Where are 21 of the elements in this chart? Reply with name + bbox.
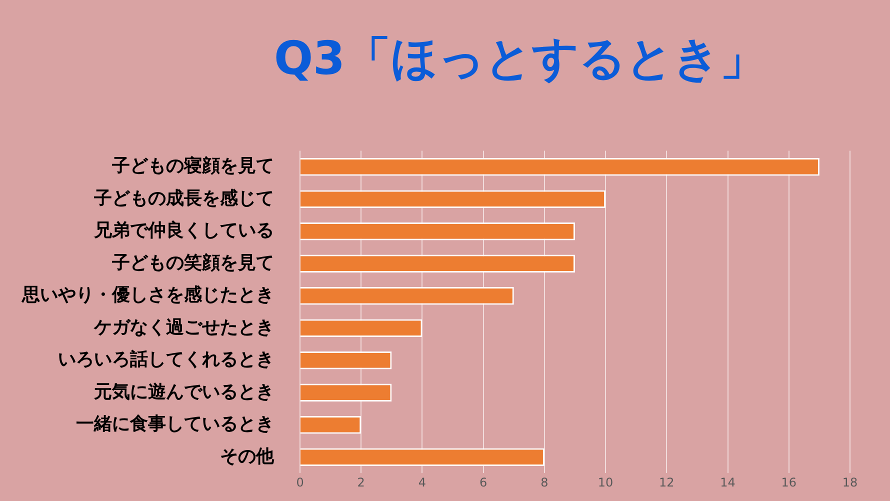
y-tick-label: いろいろ話してくれるとき xyxy=(58,349,274,370)
y-tick-label: 一緒に食事しているとき xyxy=(76,414,274,435)
y-tick-label: 子どもの成長を感じて xyxy=(93,188,274,209)
x-tick-label: 16 xyxy=(781,476,797,490)
y-tick-label: その他 xyxy=(220,446,275,467)
x-tick-label: 8 xyxy=(540,476,548,490)
y-tick-label: 思いやり・優しさを感じたとき xyxy=(21,284,274,306)
x-tick-label: 4 xyxy=(418,476,426,490)
x-tick-label: 14 xyxy=(720,476,736,490)
y-tick-label: 兄弟で仲良くしている xyxy=(93,220,274,242)
chart-title: Q3「ほっとするとき」 xyxy=(272,30,768,87)
y-tick-label: 子どもの笑顔を見て xyxy=(111,252,274,274)
x-tick-label: 6 xyxy=(480,476,488,490)
x-tick-label: 0 xyxy=(296,476,304,490)
y-tick-label: 子どもの寝顔を見て xyxy=(111,156,274,177)
y-tick-label: 元気に遊んでいるとき xyxy=(93,381,274,402)
x-tick-label: 18 xyxy=(842,476,858,490)
y-tick-label: ケガなく過ごせたとき xyxy=(93,316,274,338)
x-tick-label: 12 xyxy=(659,476,674,490)
x-tick-label: 2 xyxy=(357,476,365,490)
x-tick-label: 10 xyxy=(598,476,614,490)
